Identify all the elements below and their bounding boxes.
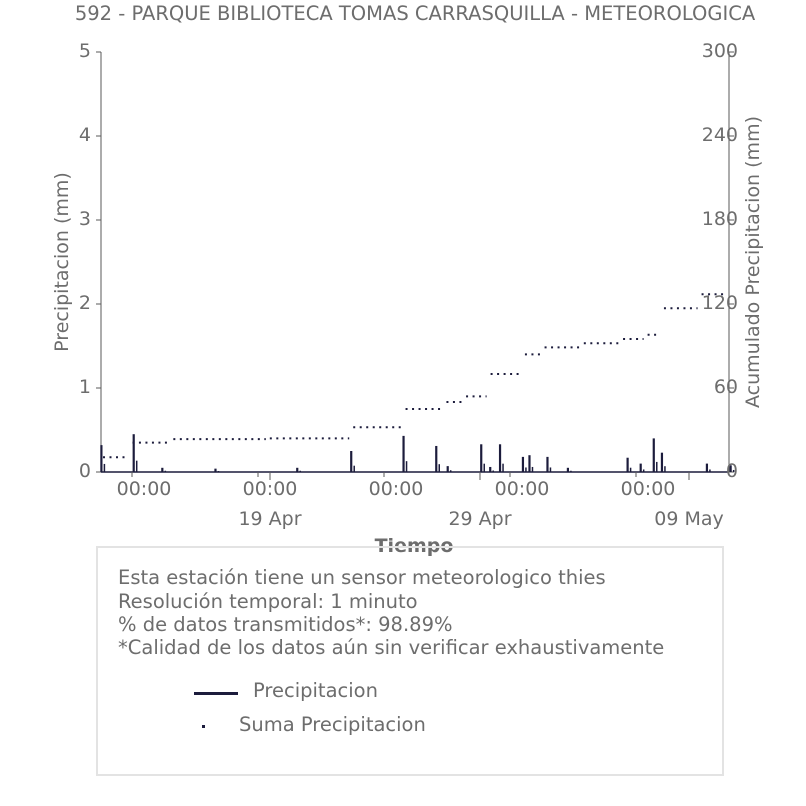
y-right-tick-label: 60: [713, 376, 738, 398]
y-axis-label: Precipitacion (mm): [51, 172, 73, 352]
legend-precip-swatch: [194, 692, 238, 695]
y-right-tick-label: 300: [701, 40, 738, 62]
chart-canvas: [96, 51, 735, 480]
info-box: Esta estación tiene un sensor meteorolog…: [96, 546, 724, 776]
legend-sum-swatch: [202, 725, 205, 728]
y-tick-label: 1: [78, 376, 91, 398]
y-tick-label: 0: [78, 460, 91, 482]
y-tick-label: 4: [78, 124, 91, 146]
x-minor-tick-label: 00:00: [494, 478, 550, 500]
y-right-tick-label: 180: [701, 208, 738, 230]
y-tick-label: 3: [78, 208, 91, 230]
y-right-tick-label: 120: [701, 292, 738, 314]
y-tick-label: 2: [78, 292, 91, 314]
x-major-tick-label: 19 Apr: [238, 508, 302, 530]
info-quality-note: *Calidad de los datos aún sin verificar …: [118, 636, 665, 659]
info-sensor: Esta estación tiene un sensor meteorolog…: [118, 566, 606, 589]
y-right-tick-label: 0: [725, 460, 738, 482]
info-transmitted: % de datos transmitidos*: 98.89%: [118, 613, 453, 636]
x-minor-tick-label: 00:00: [620, 478, 676, 500]
info-resolution: Resolución temporal: 1 minuto: [118, 590, 418, 613]
y-tick-label: 5: [78, 40, 91, 62]
x-minor-tick-label: 00:00: [368, 478, 424, 500]
x-major-tick-label: 29 Apr: [448, 508, 512, 530]
chart-title: 592 - PARQUE BIBLIOTECA TOMAS CARRASQUIL…: [74, 2, 756, 25]
legend-precip-label: Precipitacion: [253, 679, 378, 702]
x-minor-tick-label: 00:00: [242, 478, 298, 500]
y-axis-right-label: Acumulado Precipitacion (mm): [742, 116, 764, 408]
y-right-tick-label: 240: [701, 124, 738, 146]
x-major-tick-label: 09 May: [654, 508, 724, 530]
legend-sum-label: Suma Precipitacion: [239, 713, 426, 736]
x-minor-tick-label: 00:00: [116, 478, 172, 500]
